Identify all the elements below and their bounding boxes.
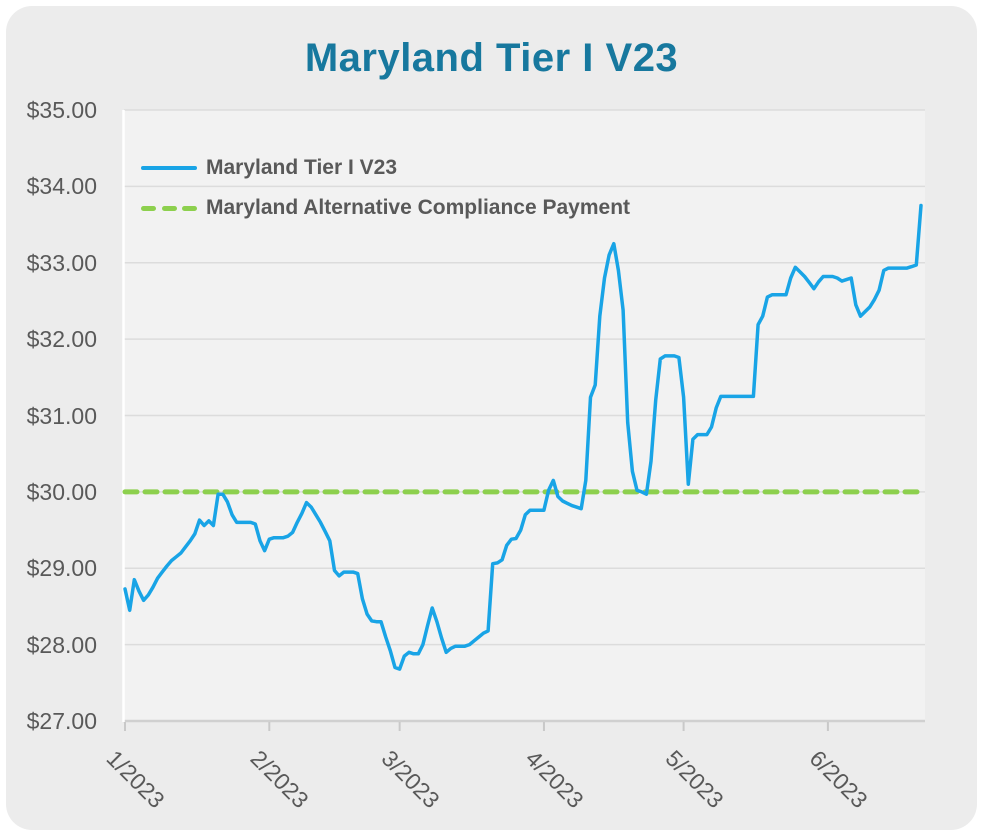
- y-tick-label: $32.00: [26, 326, 97, 353]
- y-tick-label: $27.00: [26, 708, 97, 734]
- y-tick-label: $30.00: [26, 478, 97, 505]
- legend-item-acp: Maryland Alternative Compliance Payment: [141, 188, 630, 228]
- y-tick-label: $31.00: [26, 402, 97, 429]
- legend-dashed-line-swatch: [141, 205, 197, 211]
- legend-item-tier1: Maryland Tier I V23: [141, 148, 630, 188]
- y-tick-label: $28.00: [26, 631, 97, 658]
- y-tick-label: $33.00: [26, 249, 97, 276]
- legend: Maryland Tier I V23 Maryland Alternative…: [141, 148, 630, 228]
- legend-label-acp: Maryland Alternative Compliance Payment: [206, 196, 631, 219]
- chart-title: Maryland Tier I V23: [304, 36, 679, 80]
- y-tick-label: $29.00: [26, 555, 97, 582]
- y-tick-label: $35.00: [26, 97, 97, 123]
- legend-solid-line-swatch: [141, 166, 197, 170]
- y-tick-label: $34.00: [26, 173, 97, 200]
- legend-label-tier1: Maryland Tier I V23: [206, 156, 398, 179]
